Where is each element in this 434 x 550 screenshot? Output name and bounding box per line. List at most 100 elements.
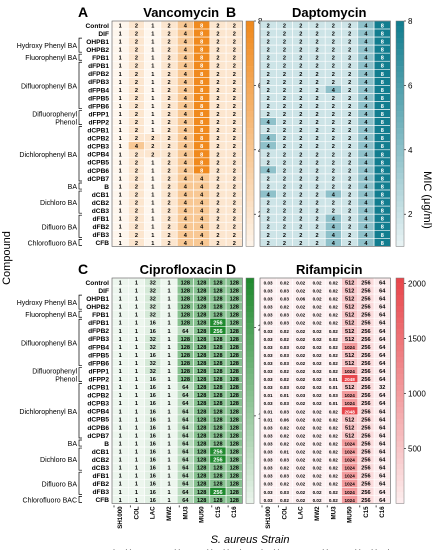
cell-value-label: 2	[216, 80, 219, 86]
cell-value-label: 2	[267, 56, 270, 62]
cell-value-label: 64	[182, 433, 189, 439]
cell-value-label: 2	[167, 112, 170, 118]
cell-value-label: 2	[332, 48, 335, 54]
compound-label: dFPP1	[88, 368, 109, 375]
colorbar-step	[396, 317, 404, 324]
cell-value-label: 2	[283, 56, 286, 62]
compound-label: dFPP2	[88, 376, 109, 383]
heatmap-frame	[111, 20, 243, 247]
cell-value-label: 256	[361, 353, 370, 359]
cell-value-label: 64	[182, 425, 189, 431]
cell-value-label: 2	[267, 88, 270, 94]
cell-value-label: 1	[151, 104, 154, 110]
cell-value-label: 2	[332, 96, 335, 102]
cell-value-label: 0.02	[313, 337, 322, 342]
cell-value-label: 0.02	[280, 466, 289, 471]
strain-group-bracket	[261, 505, 275, 550]
colorbar-step	[396, 430, 404, 437]
cell-value-label: 4	[184, 152, 188, 158]
cell-value-label: 2	[283, 112, 286, 118]
cell-value-label: 8	[381, 160, 384, 166]
compound-label: dFPB5	[88, 352, 109, 359]
cell-value-label: 4	[267, 136, 271, 142]
cell-value-label: 0.02	[296, 353, 305, 358]
cell-value-label: 64	[379, 458, 386, 464]
cell-value-label: 256	[361, 313, 370, 319]
cell-value-label: 0.03	[264, 337, 273, 342]
colorbar-step	[396, 178, 404, 185]
colorbar-step	[246, 190, 254, 196]
colorbar-step	[246, 156, 254, 163]
cell-value-label: 4	[364, 176, 368, 182]
cell-value-label: 1	[167, 393, 170, 399]
strain-label: MU50	[347, 506, 354, 523]
colorbar-title: MIC (μg/ml)	[421, 171, 433, 229]
cell-value-label: 2	[216, 112, 219, 118]
cell-value-label: 128	[197, 297, 206, 303]
strain-label: COL	[281, 506, 288, 519]
colorbar-step	[246, 21, 254, 27]
cell-value-label: 128	[213, 369, 222, 375]
colorbar-step	[396, 328, 404, 335]
cell-value-label: 32	[150, 337, 156, 343]
cell-value-label: 128	[230, 329, 239, 335]
colorbar-step	[246, 173, 254, 180]
heatmap-frame	[111, 277, 243, 504]
cell-value-label: 2	[267, 184, 270, 190]
colorbar-tick-label: 500	[408, 444, 422, 453]
cell-value-label: 2	[216, 152, 219, 158]
panel-letter: B	[226, 4, 236, 20]
cell-value-label: 0.02	[280, 441, 289, 446]
colorbar-step	[396, 184, 404, 191]
cell-value-label: 256	[213, 321, 222, 327]
cell-value-label: 128	[230, 361, 239, 367]
cell-value-label: 1	[151, 168, 154, 174]
colorbar-step	[396, 88, 404, 95]
compound-group-bracket	[78, 53, 82, 61]
cell-value-label: 8	[200, 72, 203, 78]
cell-value-label: 1	[135, 353, 138, 359]
colorbar-step	[246, 385, 254, 391]
colorbar-tick-label: 1000	[408, 389, 426, 398]
cell-value-label: 1024	[345, 369, 356, 374]
cell-value-label: 1	[167, 482, 170, 488]
cell-value-label: 128	[213, 466, 222, 472]
compound-label: dCPB6	[87, 168, 109, 175]
cell-value-label: 1	[119, 361, 122, 367]
cell-value-label: 2	[216, 64, 219, 70]
colorbar-step	[246, 328, 254, 335]
cell-value-label: 2	[348, 184, 351, 190]
cell-value-label: 512	[345, 361, 354, 367]
cell-value-label: 1	[119, 184, 122, 190]
compound-group-label: Dichloro BA	[40, 200, 77, 207]
cell-value-label: 1	[119, 96, 122, 102]
cell-value-label: 0.02	[313, 329, 322, 334]
cell-value-label: 4	[184, 225, 188, 231]
cell-value-label: 2	[135, 80, 138, 86]
cell-value-label: 2	[315, 48, 318, 54]
cell-value-label: 64	[379, 433, 386, 439]
cell-value-label: 128	[213, 425, 222, 431]
cell-value-label: 128	[197, 498, 206, 504]
panel-letter: C	[78, 261, 88, 277]
colorbar-step	[396, 396, 404, 403]
cell-value-label: 1	[151, 64, 154, 70]
compound-group-bracket	[78, 182, 82, 190]
cell-value-label: 2	[299, 56, 302, 62]
cell-value-label: 1024	[345, 401, 356, 406]
cell-value-label: 2	[332, 201, 335, 207]
cell-value-label: 4	[200, 241, 204, 247]
cell-value-label: 32	[150, 345, 156, 351]
cell-value-label: 0.02	[313, 458, 322, 463]
cell-value-label: 2	[348, 128, 351, 134]
cell-value-label: 256	[361, 498, 370, 504]
cell-value-label: 2	[348, 136, 351, 142]
colorbar-step	[246, 111, 254, 118]
cell-value-label: 256	[213, 329, 222, 335]
compound-label: dFPB3	[88, 336, 109, 343]
cell-value-label: 1	[151, 201, 154, 207]
cell-value-label: 2	[283, 96, 286, 102]
colorbar-step	[396, 66, 404, 73]
cell-value-label: 2	[332, 128, 335, 134]
colorbar-step	[246, 373, 254, 380]
